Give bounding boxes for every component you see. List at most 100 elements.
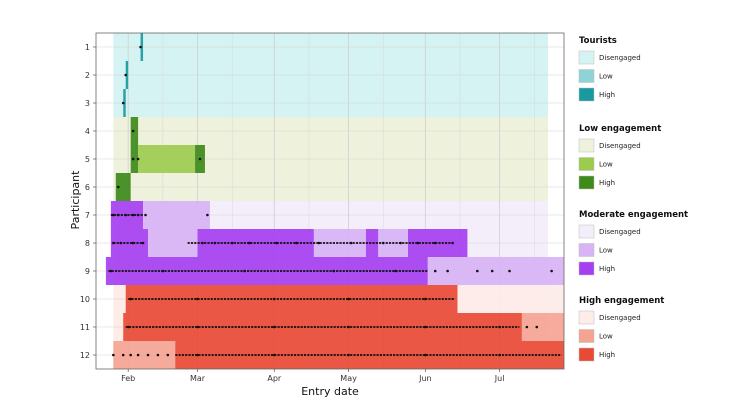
entry-point (124, 73, 128, 77)
x-tick-label: Jul (494, 374, 505, 383)
entry-point (381, 241, 385, 245)
entry-point (198, 157, 202, 161)
entry-point (196, 353, 199, 357)
entry-point (144, 213, 147, 217)
legend-key (578, 138, 595, 153)
entry-point (112, 213, 115, 217)
y-tick-label: 10 (80, 295, 90, 304)
segment-p8-high (365, 229, 379, 257)
entry-point (394, 269, 397, 273)
legend-label: High (599, 91, 615, 99)
x-tick-label: Jun (418, 374, 432, 383)
entry-point (347, 353, 350, 357)
y-tick-label: 4 (85, 127, 90, 136)
entry-point (230, 241, 234, 245)
entry-point (109, 269, 113, 273)
entry-point (525, 325, 529, 329)
legend-title: Low engagement (579, 124, 661, 134)
entry-point (535, 325, 539, 329)
legend-key (578, 243, 595, 257)
y-tick-label: 8 (85, 239, 90, 248)
entry-point (131, 241, 135, 245)
legend-title: Moderate engagement (579, 210, 688, 220)
segment-p11-low (521, 313, 564, 341)
entry-point (332, 269, 336, 273)
entry-point (206, 213, 209, 217)
segment-p10-disengaged (457, 285, 564, 313)
y-tick-label: 6 (85, 183, 90, 192)
legend-label: Low (599, 161, 613, 169)
legend-label: Disengaged (599, 228, 641, 236)
entry-point (196, 297, 199, 301)
entry-point (295, 241, 298, 245)
entry-point (213, 241, 217, 245)
y-tick-label: 7 (85, 211, 90, 220)
entry-point (126, 325, 130, 329)
legend-label: Disengaged (599, 142, 641, 150)
entry-point (131, 129, 135, 133)
entry-point (129, 297, 132, 301)
y-tick-label: 2 (85, 71, 90, 80)
entry-point (121, 101, 125, 105)
entry-point (433, 241, 437, 245)
legend: Tourists Disengaged Low High Low engagement D… (578, 36, 688, 362)
segment-p5-low (138, 145, 196, 173)
legend-key (578, 329, 595, 343)
x-tick-label: Feb (121, 374, 135, 383)
entry-point (141, 241, 145, 245)
entry-point (129, 353, 132, 357)
x-axis-ticks: Feb Mar Apr May Jun Jul (121, 369, 504, 383)
x-axis-title: Entry date (301, 385, 359, 398)
entry-point (490, 269, 494, 273)
entry-point (424, 297, 427, 301)
legend-key (578, 261, 595, 276)
legend-label: Low (599, 73, 613, 81)
entry-points (109, 45, 553, 357)
legend-label: Disengaged (599, 54, 641, 62)
entry-point (156, 353, 160, 357)
x-tick-label: Apr (267, 374, 282, 383)
entry-point (476, 269, 479, 273)
x-tick-label: May (340, 374, 357, 383)
legend-key (578, 175, 595, 190)
y-tick-label: 3 (85, 99, 90, 108)
entry-point (116, 185, 120, 189)
legend-key (578, 87, 595, 102)
legend-key (578, 224, 595, 239)
entry-point (317, 241, 321, 245)
entry-point (119, 241, 123, 245)
legend-label: High (599, 351, 615, 359)
entry-point (131, 157, 135, 161)
y-tick-label: 9 (85, 267, 90, 276)
entry-point (424, 325, 427, 329)
entry-point (347, 297, 350, 301)
plot-panel-border (95, 32, 565, 370)
entry-point (243, 269, 246, 273)
entry-point (550, 269, 553, 273)
legend-label: Low (599, 247, 613, 255)
entry-point (166, 353, 170, 357)
entry-point (498, 353, 501, 357)
entry-point (196, 325, 199, 329)
entry-point (161, 269, 165, 273)
legend-key (578, 50, 595, 65)
entry-point (124, 213, 128, 217)
legend-key (578, 347, 595, 362)
y-tick-label: 12 (80, 351, 90, 360)
entry-point (433, 269, 437, 273)
entry-point (136, 213, 140, 217)
entry-point (112, 241, 115, 245)
entry-point (416, 241, 420, 245)
y-tick-label: 5 (85, 155, 90, 164)
entry-point (121, 353, 125, 357)
entry-point (272, 353, 276, 357)
segment-p8-low (148, 229, 198, 257)
y-axis-title: Participant (69, 170, 82, 230)
legend-label: Disengaged (599, 314, 641, 322)
entry-point (272, 325, 276, 329)
legend-key (578, 310, 595, 325)
legend-key (578, 69, 595, 83)
segment-p9-low (427, 257, 564, 285)
